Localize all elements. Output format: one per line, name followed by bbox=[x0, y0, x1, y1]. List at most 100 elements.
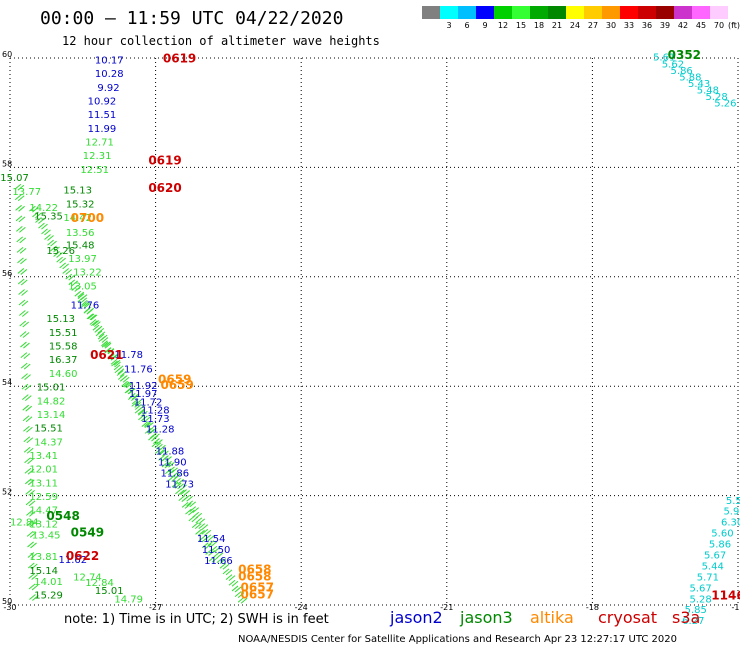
swh-value-label: 11.76 bbox=[124, 365, 153, 376]
swh-value-label: 12.84 bbox=[85, 578, 114, 589]
colorbar-swatch bbox=[440, 6, 458, 19]
track-mark-jason3 bbox=[26, 509, 36, 517]
pass-time-label: 0659 bbox=[158, 372, 191, 386]
longitude-tick-label: -27 bbox=[149, 603, 162, 612]
track-mark-jason2 bbox=[80, 300, 91, 307]
track-mark-altika bbox=[237, 596, 248, 604]
track-mark-jason2 bbox=[181, 501, 192, 509]
track-mark-altika bbox=[213, 551, 224, 559]
swh-value-label: 5.5 bbox=[726, 496, 740, 507]
track-mark-jason2 bbox=[195, 528, 205, 536]
colorbar-cell: 30 bbox=[602, 6, 620, 30]
track-mark-jason3 bbox=[19, 320, 30, 328]
track-mark-jason2 bbox=[128, 394, 138, 402]
swh-value-label: 12.71 bbox=[85, 138, 114, 149]
swh-value-label: 15.35 bbox=[34, 211, 63, 222]
pass-time-label: 0619 bbox=[148, 154, 181, 168]
track-mark-altika bbox=[128, 392, 139, 400]
swh-value-label: 14.82 bbox=[37, 396, 66, 407]
legend-cryosat: cryosat bbox=[598, 608, 658, 627]
pass-time-label: 0548 bbox=[46, 509, 79, 523]
colorbar-cell: 70 bbox=[710, 6, 728, 30]
pass-time-label: 0621 bbox=[90, 348, 123, 362]
pass-time-label: 0620 bbox=[148, 181, 181, 195]
swh-value-label: 12.74 bbox=[73, 572, 102, 583]
swh-value-label: 5.26 bbox=[714, 99, 736, 110]
track-mark-altika bbox=[53, 251, 63, 258]
track-mark-jason2 bbox=[148, 434, 158, 442]
colorbar-swatch bbox=[422, 6, 440, 19]
track-mark-jason2 bbox=[171, 481, 182, 489]
track-mark-jason2 bbox=[121, 380, 131, 388]
track-mark-altika bbox=[44, 234, 54, 241]
colorbar-label: 70 bbox=[713, 21, 725, 30]
swh-value-label: 15.51 bbox=[34, 424, 63, 435]
pass-time-label: 1146 bbox=[711, 589, 740, 603]
track-mark-jason2 bbox=[151, 441, 162, 449]
swh-value-label: 11.90 bbox=[158, 458, 187, 469]
swh-value-label: 5.86 bbox=[709, 540, 731, 551]
track-mark-altika bbox=[147, 426, 157, 434]
track-mark-jason2 bbox=[124, 387, 135, 395]
colorbar-swatch bbox=[584, 6, 602, 19]
swh-value-label: 13.81 bbox=[29, 552, 58, 563]
colorbar-cell: 27 bbox=[584, 6, 602, 30]
swh-value-label: 14.37 bbox=[34, 437, 63, 448]
track-mark-jason3 bbox=[20, 362, 31, 370]
track-mark-altika bbox=[186, 500, 197, 508]
colorbar-swatch bbox=[692, 6, 710, 19]
track-mark-altika bbox=[174, 477, 184, 485]
track-mark-jason3 bbox=[27, 552, 38, 559]
swh-value-label: 13.14 bbox=[37, 410, 66, 421]
swh-value-label: 15.29 bbox=[34, 590, 63, 601]
track-mark-jason3 bbox=[19, 331, 30, 338]
swh-value-label: 5.43 bbox=[688, 79, 710, 90]
colorbar-label: 15 bbox=[515, 21, 527, 30]
track-mark-jason3 bbox=[16, 225, 26, 233]
track-mark-altika bbox=[137, 409, 148, 417]
track-mark-altika bbox=[116, 370, 127, 377]
colorbar-swatch bbox=[656, 6, 674, 19]
track-mark-jason3 bbox=[14, 194, 25, 202]
track-mark-jason3 bbox=[17, 268, 28, 275]
colorbar-swatch bbox=[458, 6, 476, 19]
colorbar-cell: 39 bbox=[656, 6, 674, 30]
swh-value-label: 5.48 bbox=[697, 86, 719, 97]
swh-value-label: 5.60 bbox=[711, 529, 733, 540]
swh-value-label: 11.62 bbox=[59, 555, 88, 566]
swh-value-label: 15.01 bbox=[95, 586, 124, 597]
swh-value-label: 11.97 bbox=[129, 389, 158, 400]
swh-value-label: 9.92 bbox=[97, 83, 119, 94]
colorbar-cell: 33 bbox=[620, 6, 638, 30]
track-mark-jason2 bbox=[144, 427, 155, 435]
colorbar-cell bbox=[422, 6, 440, 30]
colorbar-swatch bbox=[530, 6, 548, 19]
track-mark-altika bbox=[95, 330, 106, 338]
track-mark-altika bbox=[50, 245, 60, 253]
colorbar-cell: 6 bbox=[458, 6, 476, 30]
track-mark-jason2 bbox=[164, 468, 175, 476]
track-mark-altika bbox=[80, 302, 91, 309]
track-mark-jason2 bbox=[107, 353, 118, 361]
track-mark-jason2 bbox=[94, 326, 105, 334]
latitude-tick-label: 50 bbox=[2, 597, 12, 606]
swh-value-label: 14.22 bbox=[29, 203, 58, 214]
track-mark-altika bbox=[231, 585, 242, 593]
colorbar-swatch bbox=[476, 6, 494, 19]
colorbar-swatch bbox=[674, 6, 692, 19]
track-mark-altika bbox=[62, 268, 73, 275]
track-mark-altika bbox=[71, 285, 82, 292]
swh-value-label: 14.01 bbox=[34, 577, 63, 588]
colorbar-label: 18 bbox=[533, 21, 545, 30]
colorbar-cell: 45 bbox=[692, 6, 710, 30]
colorbar-label: 33 bbox=[623, 21, 635, 30]
colorbar-label: 6 bbox=[464, 21, 470, 30]
pass-time-label: 0622 bbox=[66, 549, 99, 563]
pass-time-label: 0658 bbox=[238, 562, 271, 576]
track-mark-jason2 bbox=[91, 320, 101, 327]
swh-value-label: 11.92 bbox=[129, 381, 158, 392]
swh-value-label: 6.30 bbox=[721, 518, 740, 529]
colorbar-swatch bbox=[512, 6, 530, 19]
